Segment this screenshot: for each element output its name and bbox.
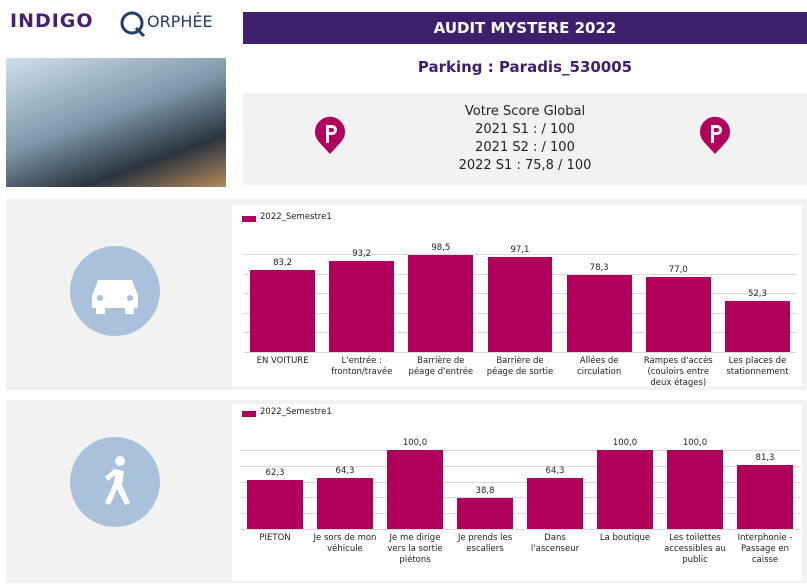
car-icon [70,246,160,336]
bar [457,498,513,529]
bar [317,478,373,529]
x-tick-label: Barrière de péage d'entrée [408,356,474,377]
bar [527,478,583,529]
bar [250,270,315,352]
x-tick-label: EN VOITURE [256,356,309,366]
bar [724,300,790,352]
value-label: 78,3 [589,263,609,274]
x-tick-label: Je sors de mon véhicule [313,533,377,554]
x-tick-label: Rampes d'accès (couloirs entre deux étag… [643,356,713,388]
bar [667,450,723,529]
value-label: 52,3 [747,288,767,299]
bar [387,450,443,529]
legend-label: 2022_Semestre1 [260,212,332,222]
bar [566,275,632,352]
header-title: AUDIT MYSTERE 2022 [243,12,807,44]
value-label: 100,0 [682,438,708,448]
value-label: 77,0 [668,264,688,275]
x-tick-label: Les toilettes accessibles au public [664,533,726,565]
grid-line [243,254,797,255]
value-label: 93,2 [352,248,372,259]
bar [408,255,474,352]
logo-orphee: ORPHÉE [147,12,213,31]
grid-line [240,465,800,467]
value-label: 64,3 [545,466,565,477]
x-tick-label: Allées de circulation [577,356,622,377]
grid-line [243,352,797,353]
x-tick-label: PIETON [259,533,291,543]
value-label: 97,1 [510,244,530,255]
logo-q [120,11,146,38]
grid-line [240,450,800,451]
bar [487,256,553,352]
score-title: Votre Score Global [464,104,586,119]
pedestrian-icon [70,437,160,527]
bar [737,464,793,529]
score-line: 2021 S1 : / 100 [475,122,575,137]
x-tick-label: L'entrée : fronton/travée [331,356,393,377]
bar [329,260,395,352]
legend-swatch [242,216,256,222]
grid-line [240,497,800,499]
x-tick-label: Interphonie - Passage en caisse [737,533,793,565]
grid-line [240,529,800,530]
value-label: 100,0 [402,438,428,448]
x-tick-label: La boutique [599,533,651,543]
logo-indigo: INDIGO [10,10,94,32]
value-label: 64,3 [335,466,355,477]
parking-pin [700,116,730,154]
value-label: 38,8 [475,486,495,497]
parking-title: Parking : Paradis_530005 [417,58,633,76]
bar [247,479,303,529]
bar [645,276,711,352]
x-tick-label: Je prends les escaliers [457,533,513,554]
x-tick-label: Je me dirige vers la sortie piétons [387,533,443,565]
score-text: Votre Score Global 2021 S1 : / 100 2021 … [243,103,807,175]
x-tick-label: Barrière de péage de sortie [486,356,554,377]
parking-photo [6,58,226,187]
grid-line [240,481,800,483]
bar [597,450,653,529]
grid-line [240,513,800,515]
parking-pin [315,116,345,154]
x-tick-label: Les places de stationnement [726,356,789,377]
value-label: 81,3 [755,452,775,463]
legend-label: 2022_Semestre1 [260,407,332,417]
score-line: 2022 S1 : 75,8 / 100 [458,158,592,173]
value-label: 62,3 [265,467,285,478]
value-label: 83,2 [273,258,293,269]
x-tick-label: Dans l'ascenseur [530,533,580,554]
value-label: 100,0 [612,438,638,448]
score-line: 2021 S2 : / 100 [475,140,575,155]
value-label: 98,5 [431,243,451,254]
legend-swatch [242,411,256,417]
